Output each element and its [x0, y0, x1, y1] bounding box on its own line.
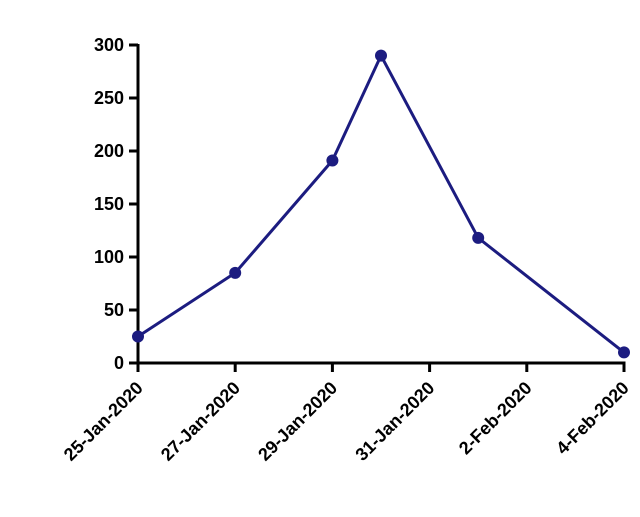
- x-tick-label: 31-Jan-2020: [351, 378, 438, 465]
- data-point: [618, 346, 630, 359]
- x-tick-label: 4-Feb-2020: [552, 378, 633, 459]
- y-tick-label: 50: [104, 300, 124, 320]
- data-point: [375, 49, 387, 62]
- data-point: [326, 154, 339, 167]
- y-tick-label: 200: [94, 141, 124, 161]
- x-tick-label: 29-Jan-2020: [254, 378, 341, 465]
- y-tick-label: 150: [94, 194, 124, 214]
- series-line: [137, 52, 625, 354]
- data-point: [229, 266, 242, 279]
- y-tick-label: 300: [94, 35, 124, 55]
- y-tick-label: 0: [114, 353, 124, 373]
- data-point: [132, 330, 144, 343]
- data-point: [472, 231, 485, 244]
- y-tick-label: 250: [94, 88, 124, 108]
- x-tick-label: 25-Jan-2020: [60, 378, 147, 465]
- x-tick-label: 2-Feb-2020: [455, 378, 536, 459]
- y-tick-label: 100: [94, 247, 124, 267]
- x-tick-label: 27-Jan-2020: [157, 378, 244, 465]
